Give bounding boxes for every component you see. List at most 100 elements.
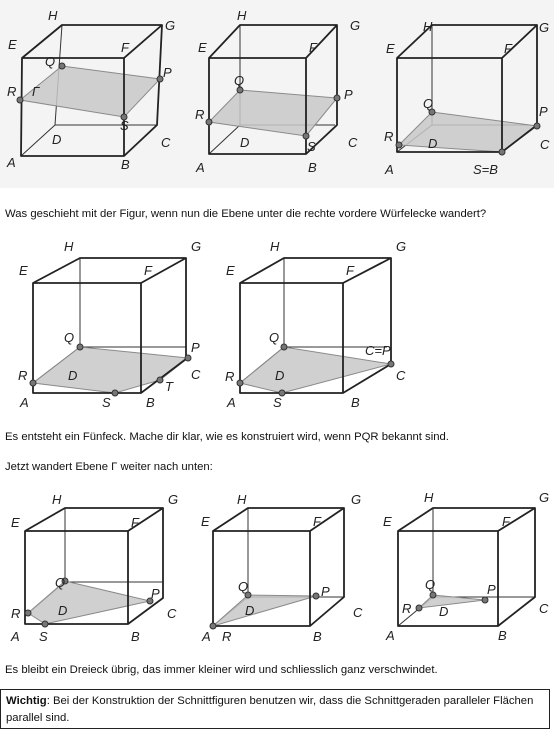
vertex-label: A	[385, 628, 395, 643]
vertex-label: G	[539, 20, 549, 35]
vertex-label: E	[383, 514, 392, 529]
vertex-label: E	[11, 515, 20, 530]
point-label: S	[273, 395, 282, 410]
point-label: Q	[55, 575, 65, 590]
vertex-label: C	[191, 367, 201, 382]
section-plane	[212, 594, 317, 627]
point-label: Q	[234, 73, 244, 88]
vertex-label: E	[8, 37, 17, 52]
vertex-label: G	[396, 239, 406, 254]
vertex-label: E	[19, 263, 28, 278]
vertex-label: D	[58, 603, 67, 618]
vertex-label: D	[245, 603, 254, 618]
vertex-label: D	[275, 368, 284, 383]
vertex-label: D	[52, 132, 61, 147]
cube-figure-5-drawing: E H G F Q C=P R D C A S B	[225, 239, 406, 410]
vertex-label: D	[428, 136, 437, 151]
vertex-label: B	[351, 395, 360, 410]
point-label: Q	[238, 579, 248, 594]
point-label: Q	[45, 54, 55, 69]
vertex-label: H	[237, 492, 247, 507]
section-plane	[207, 89, 338, 137]
cube-figure-2: E H G F Q P R S D C A B	[190, 0, 375, 185]
instruction-text: Jetzt wandert Ebene Γ weiter nach unten:	[5, 461, 213, 473]
section-plane	[27, 580, 151, 625]
vertex-label: D	[240, 135, 249, 150]
vertex-label: C	[353, 605, 363, 620]
section-plane	[417, 594, 486, 609]
question-text: Was geschieht mit der Figur, wenn nun di…	[5, 208, 487, 220]
vertex-label: G	[165, 18, 175, 33]
point-label: P	[344, 87, 353, 102]
point-label: Q	[425, 577, 435, 592]
important-note-box: Wichtig: Bei der Konstruktion der Schnit…	[0, 689, 550, 729]
vertex-label: E	[226, 263, 235, 278]
vertex-label: B	[131, 629, 140, 644]
point-label: R	[402, 601, 411, 616]
cube-figure-3-drawing: E H G F Q P R D C A S=B	[384, 19, 550, 177]
vertex-label: F	[131, 515, 140, 530]
vertex-label: B	[121, 157, 130, 172]
section-plane	[397, 111, 539, 153]
cube-figure-7-drawing: E H G F Q P D C A R B	[201, 492, 363, 644]
vertex-label: A	[201, 629, 211, 644]
cube-figure-2-drawing: E H G F Q P R S D C A B	[195, 8, 360, 175]
vertex-label: H	[424, 490, 434, 505]
point-label: P	[191, 340, 200, 355]
cube-figure-6: E H G F Q P R D C A S B	[0, 483, 190, 653]
point-label: R	[222, 629, 231, 644]
vertex-label: B	[313, 629, 322, 644]
point-label: R	[195, 107, 204, 122]
point-label: T	[165, 379, 174, 394]
vertex-label: C	[161, 135, 171, 150]
vertex-label: H	[52, 492, 62, 507]
point-label: R	[225, 369, 234, 384]
point-label: R	[11, 606, 20, 621]
vertex-label: B	[308, 160, 317, 175]
cube-figure-5: E H G F Q C=P R D C A S B	[215, 230, 415, 415]
vertex-label: A	[384, 162, 394, 177]
vertex-label: H	[270, 239, 280, 254]
vertex-label: F	[309, 40, 318, 55]
vertex-label: A	[195, 160, 205, 175]
vertex-label: E	[201, 514, 210, 529]
plane-label: Γ	[32, 84, 40, 99]
vertex-label: F	[121, 40, 130, 55]
point-label: R	[18, 368, 27, 383]
vertex-label: C	[348, 135, 358, 150]
vertex-label: D	[68, 368, 77, 383]
vertex-label: C	[396, 368, 406, 383]
vertex-label: H	[48, 8, 58, 23]
point-label: Q	[64, 330, 74, 345]
point-label: P	[487, 582, 496, 597]
vertex-label: H	[237, 8, 247, 23]
vertex-label: F	[144, 263, 153, 278]
point-label: S=B	[473, 162, 498, 177]
explanation-text: Es entsteht ein Fünfeck. Mache dir klar,…	[5, 431, 449, 443]
point-label: Q	[423, 96, 433, 111]
cube-figure-7: E H G F Q P D C A R B	[196, 483, 376, 653]
vertex-label: F	[346, 263, 355, 278]
cube-figure-3: E H G F Q P R D C A S=B	[377, 0, 554, 185]
vertex-label: B	[498, 628, 507, 643]
point-label: R	[7, 84, 16, 99]
point-label: R	[384, 129, 393, 144]
point-label: P	[163, 65, 172, 80]
section-plane	[18, 65, 162, 118]
vertex-label: A	[226, 395, 236, 410]
vertex-label: F	[504, 41, 513, 56]
cube-figure-8-drawing: E H G F Q P R D C A B	[383, 490, 549, 643]
cube-figure-1: E H G F Q P R Γ S D C A B	[0, 0, 185, 185]
vertex-label: H	[64, 239, 74, 254]
conclusion-text: Es bleibt ein Dreieck übrig, das immer k…	[5, 664, 438, 676]
vertex-label: C	[540, 137, 550, 152]
vertex-label: A	[19, 395, 29, 410]
vertex-label: E	[198, 40, 207, 55]
vertex-label: H	[423, 19, 433, 34]
point-label: P	[321, 584, 330, 599]
cube-figure-1-drawing: E H G F Q P R Γ S D C A B	[6, 8, 175, 172]
point-label: S	[307, 139, 316, 154]
cube-figure-6-drawing: E H G F Q P R D C A S B	[10, 492, 178, 644]
point-label: P	[539, 104, 548, 119]
vertex-label: C	[539, 601, 549, 616]
